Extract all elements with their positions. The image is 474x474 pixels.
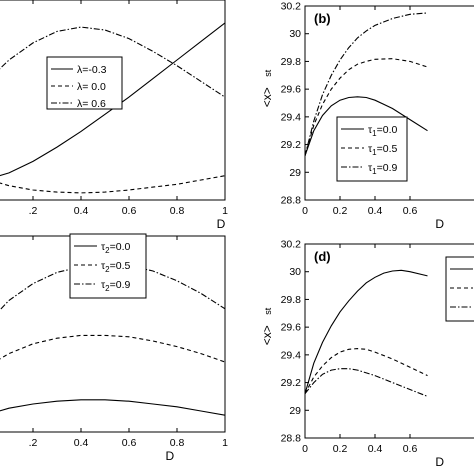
x-tick-label: .2 [29, 437, 38, 449]
legend-box [445, 256, 474, 322]
x-axis-label: D [165, 449, 174, 463]
legend-entry-label: τ2=0.9 [101, 279, 130, 293]
chart-panel-2: 0 0.2 0.4 0.6 28.8 29 29.2 29.4 29.6 29.8 30 30.2 D <… [260, 1, 474, 231]
y-tick-label: 28.8 [281, 195, 302, 207]
y-tick-label: 29.8 [281, 56, 302, 68]
x-axis-label: D [435, 217, 444, 231]
x-tick-label: 1 [222, 437, 228, 449]
series-line-dashed [0, 175, 225, 194]
series-line-solid [305, 269, 428, 394]
series-line-dashed [305, 58, 428, 156]
y-tick-label: 29.8 [281, 294, 302, 306]
plot-frame [0, 0, 226, 201]
x-tick-label: 0 [302, 205, 308, 217]
x-tick-label: 0.4 [368, 205, 383, 217]
plot-frame [304, 243, 474, 439]
x-tick-label: 0.4 [74, 437, 89, 449]
y-tick-label: 29.2 [281, 139, 302, 151]
legend: τ2=0.0 τ2=0.5 τ2=0.9 [69, 233, 147, 299]
legend-entry-label: λ= 0.6 [77, 98, 106, 110]
y-tick-label: 30 [289, 28, 301, 40]
x-tick-label: 0.8 [170, 205, 185, 217]
x-tick-label: 0.8 [170, 437, 185, 449]
y-tick-label: 29.6 [281, 84, 302, 96]
x-tick-label: 0.2 [333, 205, 348, 217]
series-line-solid [0, 22, 225, 177]
x-tick-label: 0.4 [368, 443, 383, 455]
legend-box [69, 233, 147, 299]
y-tick-label: 30 [289, 266, 301, 278]
series-line-solid [0, 399, 225, 416]
y-tick-label: 30.2 [281, 239, 302, 251]
x-tick-label: 0.4 [74, 205, 89, 217]
y-axis-label-subscript: st [263, 307, 273, 315]
y-axis-label-subscript: st [263, 69, 273, 77]
y-tick-label: 30.2 [281, 1, 302, 13]
x-tick-label: 0 [302, 443, 308, 455]
y-tick-label: 29.6 [281, 322, 302, 334]
y-tick-label: 29.4 [281, 349, 302, 361]
y-tick-label: 28.8 [281, 433, 302, 445]
y-tick-label: 29 [289, 405, 301, 417]
legend-entry-label: τ1=0.0 [368, 124, 397, 138]
plot-frame [304, 5, 474, 201]
panel-label: (d) [314, 249, 331, 264]
y-tick-label: 29.2 [281, 377, 302, 389]
chart-panel-3: .2 0.4 0.6 0.8 1 Dτ2=0.0 τ2=0.5 τ2=0.9 [0, 233, 228, 463]
legend-entry-label: λ= 0.0 [77, 81, 106, 93]
x-tick-label: 0.6 [403, 443, 418, 455]
x-axis-label: D [435, 455, 444, 469]
x-tick-label: 0.6 [403, 205, 418, 217]
chart-panel-1: .2 0.4 0.6 0.8 1Dλ=-0.3 λ= 0.0 λ= 0.6 [0, 0, 228, 231]
legend-box [336, 116, 408, 182]
x-tick-label: 1 [222, 205, 228, 217]
series-line-dashed [0, 334, 225, 363]
series-line-dashed [305, 348, 428, 394]
series-line-solid [305, 96, 428, 156]
legend [445, 256, 474, 322]
legend-entry-label: τ2=0.0 [101, 241, 130, 255]
x-axis-label: D [217, 217, 226, 231]
x-tick-label: 0.6 [122, 205, 137, 217]
legend-entry-label: τ1=0.9 [368, 162, 397, 176]
legend-entry-label: τ1=0.5 [368, 143, 397, 157]
legend-box [46, 56, 123, 110]
legend-entry-label: λ=-0.3 [77, 64, 107, 76]
y-tick-label: 29.4 [281, 111, 302, 123]
series-line-dashdot [305, 12, 428, 156]
panel-label: (b) [314, 11, 331, 26]
legend: λ=-0.3 λ= 0.0 λ= 0.6 [46, 56, 123, 110]
y-axis-label: <x> [260, 87, 274, 107]
legend: τ1=0.0 τ1=0.5 τ1=0.9 [336, 116, 408, 182]
x-tick-label: 0.2 [333, 443, 348, 455]
series-line-dashdot [305, 368, 428, 397]
x-tick-label: 0.6 [122, 437, 137, 449]
chart-panel-4: 0 0.2 0.4 0.6 28.8 29 29.2 29.4 29.6 29.8 30 30.2 D <… [260, 239, 474, 469]
y-axis-label: <x> [260, 325, 274, 345]
x-tick-label: .2 [29, 205, 38, 217]
y-tick-label: 29 [289, 167, 301, 179]
legend-entry-label: τ2=0.5 [101, 260, 130, 274]
